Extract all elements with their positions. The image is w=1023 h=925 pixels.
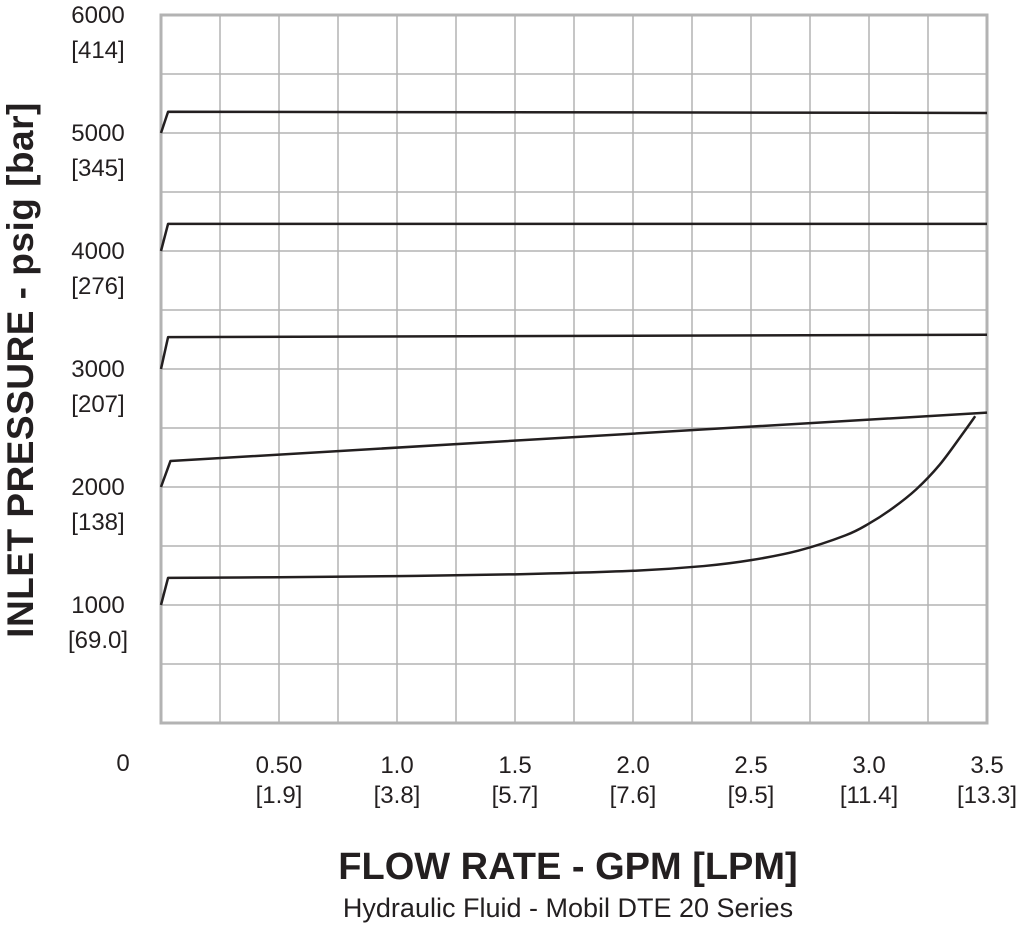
y-tick-sublabel: [276] — [71, 273, 124, 300]
series-line-3 — [159, 333, 988, 370]
x-tick-label: 1.0 — [380, 752, 413, 779]
series-line-5 — [159, 110, 988, 134]
x-tick-label: 2.0 — [616, 752, 649, 779]
x-tick-label: 0.50 — [256, 752, 303, 779]
series-line-1 — [159, 415, 977, 606]
x-tick-sublabel: [13.3] — [957, 782, 1017, 809]
x-tick-label: 1.5 — [498, 752, 531, 779]
chart-caption: Hydraulic Fluid - Mobil DTE 20 Series — [343, 893, 793, 923]
x-tick-sublabel: [9.5] — [728, 782, 775, 809]
y-origin-label: 0 — [116, 750, 129, 777]
series-line-2 — [159, 411, 988, 488]
x-tick-sublabel: [1.9] — [256, 782, 303, 809]
x-tick-sublabel: [3.8] — [374, 782, 421, 809]
y-tick-sublabel: [414] — [71, 37, 124, 64]
y-tick-sublabel: [207] — [71, 391, 124, 418]
y-tick-sublabel: [345] — [71, 155, 124, 182]
y-tick-sublabel: [69.0] — [68, 627, 128, 654]
x-tick-sublabel: [7.6] — [610, 782, 657, 809]
y-tick-label: 3000 — [71, 356, 124, 383]
y-tick-label: 4000 — [71, 238, 124, 265]
y-axis-title: INLET PRESSURE - psig [bar] — [0, 102, 41, 638]
x-tick-label: 3.5 — [970, 752, 1003, 779]
x-tick-sublabel: [11.4] — [840, 782, 898, 809]
y-tick-label: 1000 — [71, 592, 124, 619]
x-axis-title: FLOW RATE - GPM [LPM] — [338, 846, 797, 888]
x-tick-labels: 0.50 [1.9] 1.0 [3.8] 1.5 [5.7] 2.0 [7.6] 2.5 [9.5… — [256, 752, 1017, 809]
y-tick-sublabel: [138] — [71, 509, 124, 536]
grid-lines — [161, 15, 987, 723]
y-tick-label: 6000 — [71, 2, 124, 29]
series-group — [159, 110, 988, 606]
series-line-4 — [159, 222, 987, 252]
y-tick-labels: 1000 [69.0] 2000 [138] 3000 [207] 4000 [276] 500… — [68, 2, 128, 654]
x-tick-sublabel: [5.7] — [492, 782, 539, 809]
y-tick-label: 2000 — [71, 474, 124, 501]
x-tick-label: 2.5 — [734, 752, 767, 779]
x-tick-label: 3.0 — [852, 752, 885, 779]
y-tick-label: 5000 — [71, 120, 124, 147]
